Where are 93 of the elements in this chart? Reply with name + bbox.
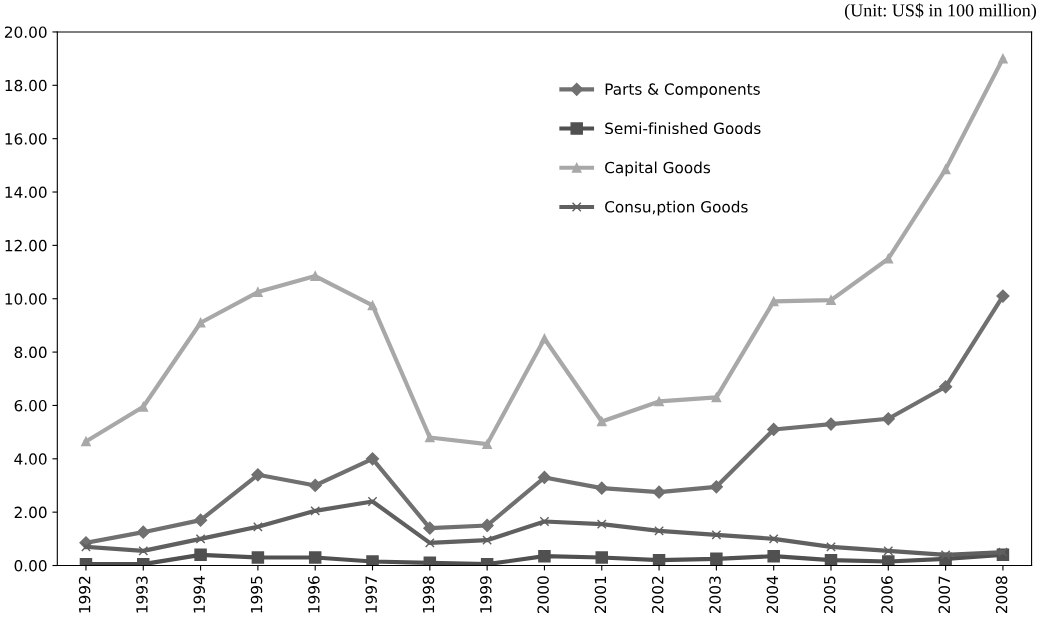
- x-tick-label: 2000: [537, 576, 549, 613]
- point: [193, 513, 208, 527]
- x-tick-label: 2006: [881, 576, 893, 613]
- point: [940, 164, 951, 175]
- point: [367, 496, 378, 507]
- point: [996, 289, 1010, 303]
- point: [596, 519, 607, 530]
- point: [881, 412, 895, 426]
- y-tick-label: 6.00: [14, 399, 47, 412]
- point: [136, 525, 150, 539]
- point: [81, 436, 91, 447]
- point: [81, 541, 91, 552]
- point: [195, 533, 206, 544]
- point: [711, 529, 722, 540]
- point: [537, 470, 552, 485]
- y-tick-label: 0.00: [14, 559, 47, 572]
- point: [539, 333, 550, 344]
- point: [596, 416, 607, 427]
- point: [365, 452, 380, 466]
- y-tick-label: 16.00: [5, 133, 47, 145]
- point: [251, 468, 265, 482]
- point: [310, 505, 321, 516]
- point: [138, 401, 149, 412]
- point: [538, 549, 551, 563]
- x-tick-label: 1994: [193, 576, 206, 613]
- point: [424, 537, 435, 548]
- y-tick-label: 2.00: [14, 506, 47, 519]
- point: [251, 551, 265, 564]
- legend-label: Parts & Components: [605, 83, 760, 98]
- x-tick-label: 2005: [823, 576, 836, 613]
- point: [710, 552, 723, 566]
- point: [367, 300, 378, 311]
- point: [310, 271, 321, 281]
- x-tick-label: 1997: [365, 576, 377, 613]
- point: [308, 551, 322, 564]
- x-tick-label: 1992: [78, 576, 91, 613]
- point: [652, 485, 666, 499]
- x-tick-label: 2004: [766, 576, 779, 613]
- point: [654, 525, 664, 536]
- x-tick-label: 2001: [594, 576, 607, 613]
- point: [195, 317, 206, 328]
- x-tick-label: 1995: [250, 576, 263, 613]
- point: [998, 53, 1008, 64]
- point: [423, 521, 437, 535]
- point: [824, 553, 838, 566]
- point: [253, 521, 263, 532]
- y-tick-label: 14.00: [5, 186, 47, 199]
- point: [940, 549, 951, 560]
- y-tick-label: 10.00: [5, 293, 47, 305]
- point: [768, 533, 779, 544]
- y-tick-label: 4.00: [14, 453, 47, 465]
- point: [826, 541, 836, 552]
- x-tick-label: 2002: [651, 576, 664, 613]
- point: [882, 555, 895, 566]
- point: [883, 545, 894, 556]
- point: [366, 555, 379, 566]
- point: [138, 545, 149, 556]
- legend-label: Semi-finished Goods: [605, 122, 761, 135]
- point: [253, 287, 263, 297]
- point: [767, 422, 781, 437]
- x-tick-label: 2007: [938, 576, 951, 613]
- y-tick-label: 18.00: [5, 79, 47, 92]
- point: [654, 396, 664, 407]
- point: [480, 518, 494, 533]
- x-tick-label: 1998: [422, 576, 435, 613]
- point: [998, 547, 1008, 558]
- x-tick-label: 2003: [709, 576, 721, 613]
- y-tick-label: 8.00: [14, 346, 47, 359]
- legend-label: Capital Goods: [605, 161, 711, 177]
- point: [424, 432, 435, 443]
- point: [308, 478, 322, 493]
- point: [711, 392, 722, 403]
- legend-label: Consu,ption Goods: [605, 200, 748, 216]
- point: [709, 480, 723, 494]
- x-tick-label: 1996: [308, 576, 320, 613]
- point: [652, 553, 666, 566]
- chart-subtitle: (Unit: US$ in 100 million): [844, 3, 1036, 21]
- point: [826, 295, 836, 305]
- point: [482, 535, 492, 546]
- point: [767, 549, 780, 563]
- point: [482, 439, 492, 449]
- point: [768, 296, 779, 307]
- x-tick-label: 1993: [136, 576, 148, 613]
- y-tick-label: 12.00: [5, 239, 47, 252]
- point: [595, 551, 609, 564]
- y-tick-label: 20.00: [4, 26, 47, 38]
- point: [595, 481, 609, 495]
- x-tick-label: 1999: [480, 576, 492, 613]
- point: [539, 516, 550, 527]
- point: [939, 380, 953, 394]
- x-tick-label: 2008: [995, 576, 1008, 613]
- point: [824, 417, 838, 431]
- point: [194, 548, 207, 562]
